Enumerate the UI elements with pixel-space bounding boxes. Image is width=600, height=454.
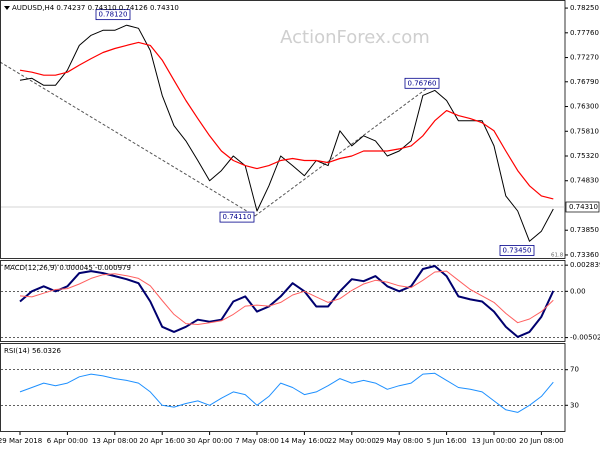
menu-arrow [4, 6, 10, 10]
y-tick-label: 0.73360 [570, 251, 599, 259]
y-tick-label: 0.74830 [570, 177, 599, 185]
annotation-box [95, 9, 131, 21]
x-tick-label: 20 Apr 16:00 [139, 437, 185, 445]
series-line [19, 372, 554, 413]
panel-title: MACD(12,26,9) 0.000045 -0.000979 [4, 264, 131, 272]
x-tick-label: 5 Jun 16:00 [427, 437, 467, 445]
x-tick-label: 13 Apr 08:00 [92, 437, 138, 445]
x-tick-label: 29 Mar 2018 [0, 437, 42, 445]
x-tick-label: 22 May 00:00 [328, 437, 376, 445]
series-line [19, 24, 554, 242]
last-price-label: 0.74310 [569, 203, 598, 211]
annotation-label: 0.78120 [99, 11, 128, 19]
y-tick-label: 0.75320 [570, 152, 599, 160]
y-tick-label: 0.77270 [570, 54, 599, 62]
y-tick-label: 0.002839 [570, 261, 600, 269]
fib-label: 61.8 [551, 253, 564, 259]
annotation-box [499, 245, 535, 256]
x-tick-label: 14 May 16:00 [280, 437, 328, 445]
watermark: ActionForex.com [280, 27, 430, 48]
last-price-box [565, 201, 600, 213]
x-tick-label: 6 Apr 00:00 [47, 437, 88, 445]
trend-line [254, 85, 431, 217]
panel-border [0, 343, 566, 432]
x-tick-label: 29 May 08:00 [375, 437, 423, 445]
y-tick-label: 0.77760 [570, 29, 599, 37]
annotation-box [404, 77, 440, 89]
panel-border [0, 0, 566, 259]
y-tick-label: 0.76790 [570, 78, 599, 86]
panel-border [0, 260, 566, 342]
annotation-box [219, 211, 255, 223]
y-tick-label: 0.75810 [570, 127, 599, 135]
annotation-label: 0.73450 [503, 246, 532, 254]
y-tick-label: 0.00 [570, 287, 586, 295]
y-tick-label: 0.76300 [570, 103, 599, 111]
annotation-label: 0.76760 [408, 79, 437, 87]
series-line [19, 270, 554, 325]
y-tick-label: 30 [570, 401, 579, 409]
x-tick-label: 30 Apr 00:00 [187, 437, 233, 445]
series-line [19, 41, 554, 200]
x-tick-label: 20 Jun 08:00 [519, 437, 563, 445]
y-tick-label: 0.78250 [570, 4, 599, 12]
x-tick-label: 7 May 08:00 [235, 437, 279, 445]
x-tick-label: 13 Jun 00:00 [472, 437, 516, 445]
y-tick-label: 0.73850 [570, 226, 599, 234]
panel-title: AUDUSD,H4 0.74237 0.74310 0.74126 0.7431… [12, 4, 179, 12]
panel-title: RSI(14) 56.0326 [4, 347, 61, 355]
y-tick-label: 70 [570, 366, 579, 374]
annotation-label: 0.74110 [223, 213, 252, 221]
y-tick-label: -0.005021 [570, 334, 600, 342]
